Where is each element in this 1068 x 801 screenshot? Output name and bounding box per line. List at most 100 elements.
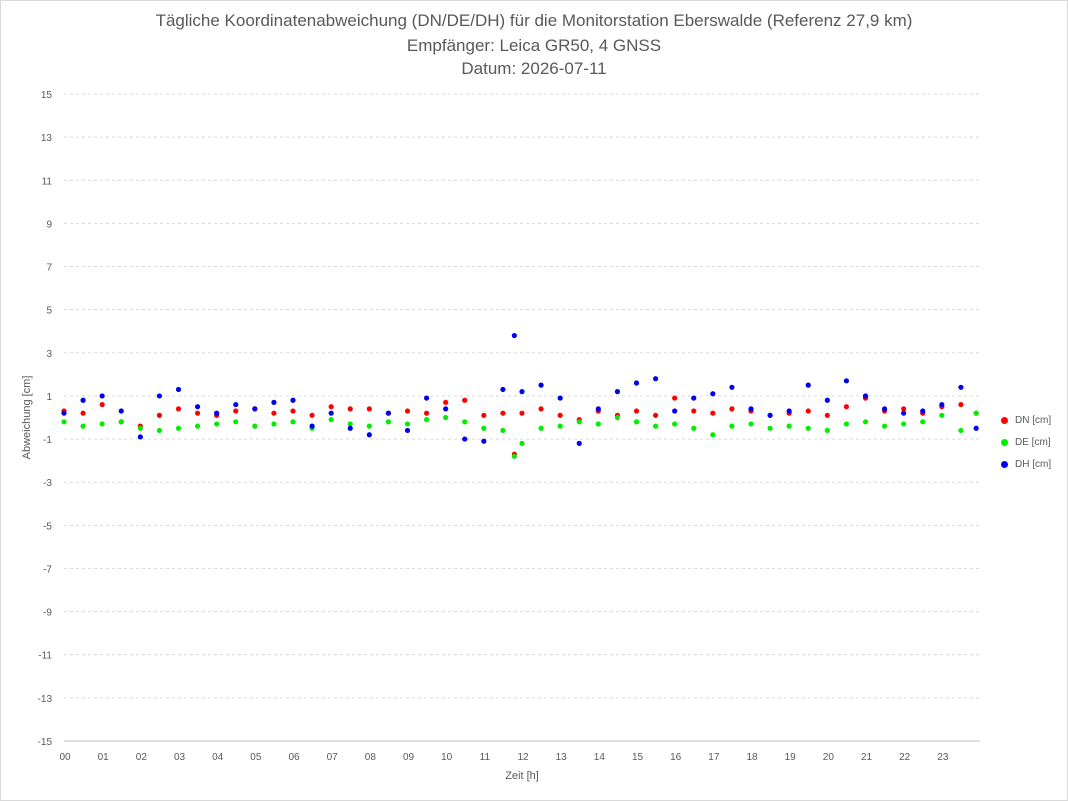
data-point-dn (156, 412, 163, 418)
data-point-de (901, 421, 907, 427)
y-tick-label: 15 (41, 90, 53, 101)
data-point-de (519, 440, 525, 446)
y-tick-label: 5 (46, 306, 52, 317)
y-tick-label: -3 (43, 478, 52, 489)
data-point-dh (347, 425, 353, 431)
data-point-dh (519, 389, 525, 395)
x-tick-label: 16 (670, 752, 682, 763)
x-tick-label: 01 (98, 752, 110, 763)
data-point-dn (672, 395, 678, 401)
data-point-de (958, 427, 964, 434)
data-point-de (920, 419, 926, 425)
data-point-de (672, 421, 678, 427)
data-point-de (194, 423, 201, 429)
data-point-dn (366, 406, 372, 412)
data-point-dh (118, 408, 124, 414)
chart-title-line-1: Tägliche Koordinatenabweichung (DN/DE/DH… (155, 11, 913, 30)
data-point-dh (691, 395, 697, 401)
x-tick-label: 08 (365, 752, 377, 763)
x-tick-label: 11 (480, 752, 491, 763)
data-point-dh (939, 401, 945, 408)
data-point-dh (652, 376, 659, 382)
data-point-dn (328, 404, 334, 410)
data-point-dn (500, 410, 506, 416)
legend-item-de: DE [cm] (1001, 431, 1051, 453)
data-point-dh (614, 389, 621, 395)
data-point-dh (385, 410, 392, 416)
x-tick-label: 04 (212, 752, 224, 763)
x-tick-label: 03 (174, 752, 186, 763)
data-point-de (767, 425, 773, 431)
data-point-de (118, 419, 124, 425)
data-point-dh (920, 408, 926, 414)
data-point-dh (80, 397, 86, 403)
y-axis-title: Abweichung [cm] (21, 376, 33, 460)
data-point-de (748, 421, 754, 427)
data-point-de (385, 419, 392, 425)
data-point-de (939, 412, 945, 418)
data-point-dn (691, 408, 697, 414)
data-point-de (481, 425, 487, 431)
x-tick-label: 09 (403, 752, 415, 763)
data-point-dh (290, 397, 296, 403)
data-point-dn (423, 410, 430, 416)
chart-title-line-3: Datum: 2026-07-11 (461, 59, 607, 78)
data-point-de (252, 423, 258, 429)
data-point-de (557, 423, 563, 429)
data-point-de (786, 423, 792, 429)
legend-label-dh: DH [cm] (1015, 458, 1052, 470)
x-axis-title: Zeit [h] (505, 770, 539, 782)
legend-item-dn: DN [cm] (1001, 409, 1051, 431)
data-point-dh (214, 410, 220, 416)
y-tick-label: -1 (43, 435, 52, 446)
legend-label-de: DE [cm] (1015, 436, 1051, 448)
data-point-dh (538, 382, 544, 388)
data-point-dn (843, 404, 850, 410)
data-point-dn (633, 408, 640, 414)
data-point-dn (99, 401, 105, 408)
data-point-dh (576, 440, 582, 446)
x-tick-label: 18 (746, 752, 758, 763)
data-point-dn (271, 410, 277, 416)
x-tick-label: 12 (517, 752, 529, 763)
data-point-dh (710, 391, 716, 397)
legend-marker-dn (1001, 416, 1008, 424)
data-point-de (61, 419, 67, 425)
y-tick-label: 3 (46, 349, 52, 360)
data-point-de (347, 421, 353, 427)
data-point-dh (511, 332, 517, 339)
data-point-de (290, 419, 296, 425)
data-point-dn (175, 406, 182, 412)
x-tick-label: 22 (899, 752, 911, 763)
data-point-dh (862, 393, 869, 399)
data-point-dh (958, 384, 964, 390)
data-point-dn (233, 408, 239, 414)
data-point-dh (973, 425, 979, 431)
data-point-dn (481, 412, 487, 418)
data-point-de (843, 421, 850, 427)
y-tick-label: 11 (42, 176, 53, 187)
data-point-de (214, 421, 220, 427)
data-point-dh (824, 397, 830, 403)
data-point-dh (843, 378, 850, 384)
y-tick-label: 13 (41, 133, 53, 144)
data-point-de (404, 421, 411, 427)
x-tick-label: 02 (136, 752, 148, 763)
data-point-dh (786, 408, 792, 414)
data-point-dn (519, 410, 525, 416)
y-tick-label: 7 (46, 263, 52, 274)
data-point-de (156, 427, 163, 434)
x-tick-label: 23 (937, 752, 949, 763)
data-point-dn (538, 406, 544, 412)
data-point-dh (271, 399, 277, 406)
data-point-de (137, 425, 143, 431)
data-point-dh (805, 382, 811, 388)
legend-marker-de (1001, 438, 1008, 446)
data-point-dn (901, 406, 907, 412)
data-point-de (511, 453, 517, 459)
data-point-dh (633, 380, 640, 386)
data-point-dh (672, 408, 678, 414)
data-point-dn (958, 401, 964, 408)
y-tick-label: -7 (43, 564, 52, 575)
x-tick-label: 17 (708, 752, 720, 763)
